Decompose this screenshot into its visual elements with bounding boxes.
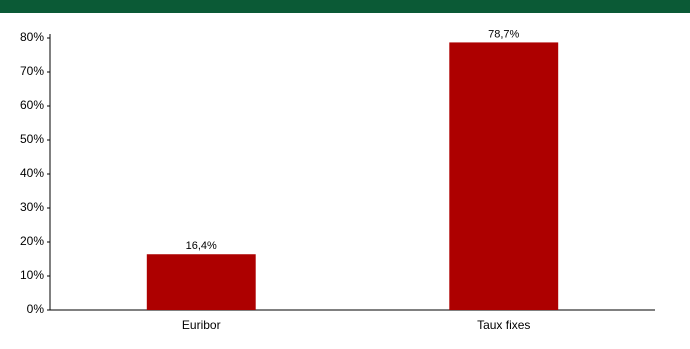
value-label: 78,7% xyxy=(488,28,519,40)
y-tick-label: 80% xyxy=(20,30,44,44)
y-tick-label: 70% xyxy=(20,64,44,78)
bar xyxy=(449,42,559,311)
y-tick-label: 30% xyxy=(20,200,44,214)
y-tick-label: 0% xyxy=(27,302,45,316)
header-bar xyxy=(0,0,690,13)
y-tick-label: 20% xyxy=(20,234,44,248)
x-tick-label: Taux fixes xyxy=(477,318,530,332)
x-tick-label: Euribor xyxy=(182,318,221,332)
value-label: 16,4% xyxy=(186,240,217,252)
y-tick-label: 60% xyxy=(20,98,44,112)
y-tick-label: 10% xyxy=(20,268,44,282)
bar xyxy=(146,254,256,310)
y-tick-label: 40% xyxy=(20,166,44,180)
y-tick-label: 50% xyxy=(20,132,44,146)
